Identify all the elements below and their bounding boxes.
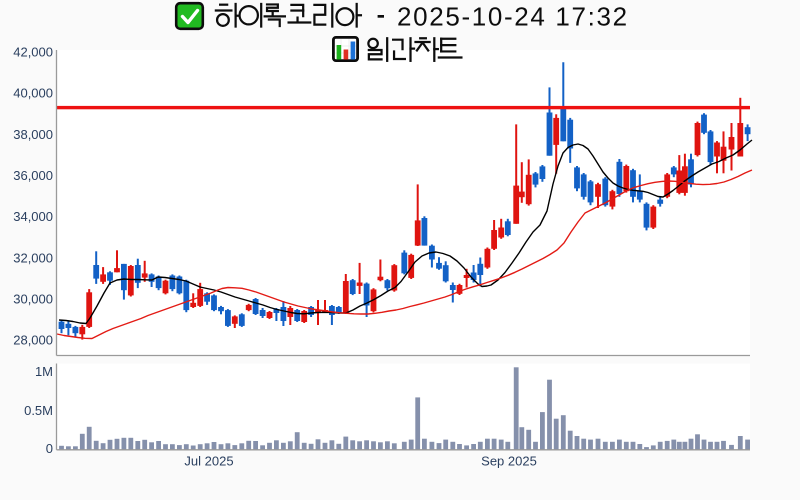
svg-text:0.5M: 0.5M <box>24 403 53 418</box>
svg-text:30,000: 30,000 <box>13 291 53 306</box>
svg-text:34,000: 34,000 <box>13 209 53 224</box>
svg-text:1M: 1M <box>35 364 53 379</box>
svg-text:40,000: 40,000 <box>13 86 53 101</box>
svg-text:0: 0 <box>46 441 53 456</box>
svg-text:42,000: 42,000 <box>13 45 53 60</box>
svg-text:Sep 2025: Sep 2025 <box>481 454 537 469</box>
svg-text:2025-10-24 17:32: 2025-10-24 17:32 <box>397 1 629 31</box>
svg-text:32,000: 32,000 <box>13 250 53 265</box>
svg-text:Jul 2025: Jul 2025 <box>184 454 233 469</box>
svg-text:36,000: 36,000 <box>13 168 53 183</box>
svg-text:38,000: 38,000 <box>13 127 53 142</box>
svg-text:28,000: 28,000 <box>13 333 53 348</box>
